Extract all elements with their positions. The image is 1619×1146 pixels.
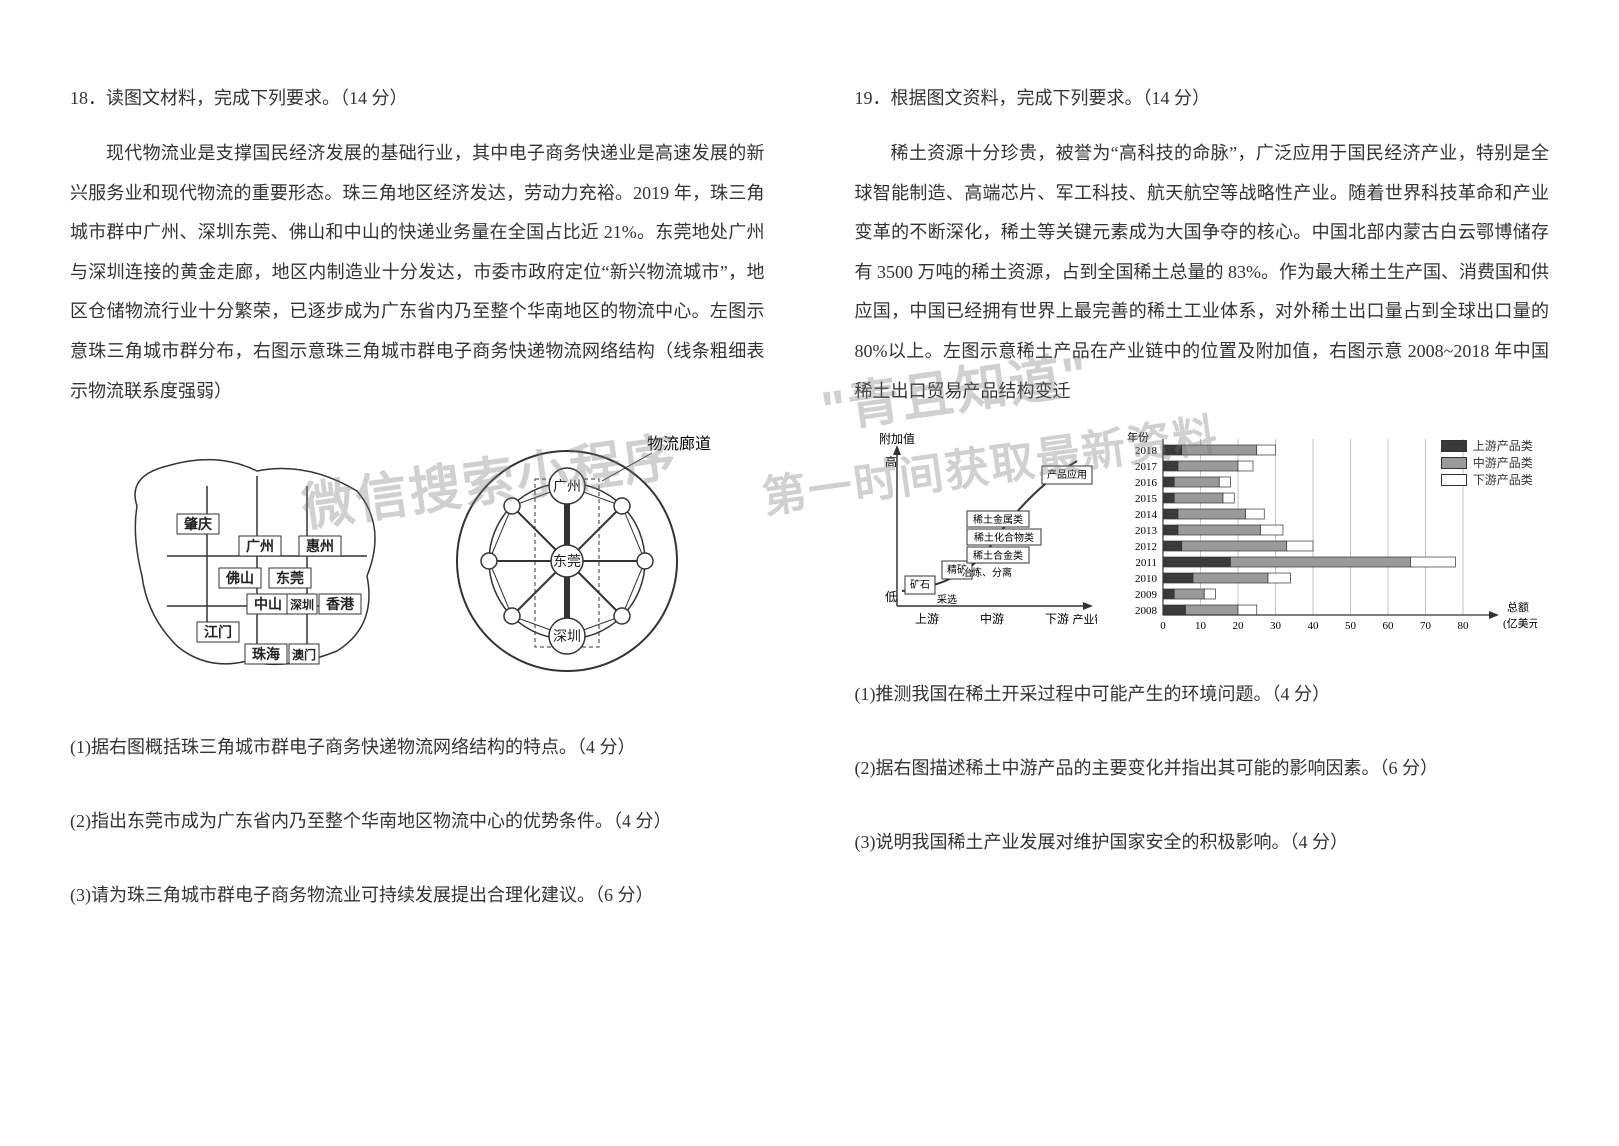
vc-ore: 矿石: [910, 578, 930, 591]
legend-downstream-label: 下游产品类: [1473, 471, 1533, 488]
vc-x-mid: 中游: [980, 611, 1004, 626]
vc-metal: 稀土金属类: [973, 513, 1023, 526]
vc-app: 产品应用: [1047, 468, 1087, 481]
vc-ylabel: 附加值: [879, 431, 915, 446]
logistics-network-diagram: 广州 东莞 深圳 物流廊道: [417, 431, 727, 691]
vc-compound: 稀土化合物类: [974, 531, 1034, 544]
question-18: 18．读图文材料，完成下列要求。（14 分） 现代物流业是支撑国民经济发展的基础…: [70, 80, 765, 913]
svg-text:2009: 2009: [1135, 589, 1158, 601]
svg-text:50: 50: [1345, 620, 1357, 632]
svg-text:2016: 2016: [1135, 477, 1158, 489]
q18-sub1: (1)据右图概括珠三角城市群电子商务快递物流网络结构的特点。（4 分）: [70, 729, 765, 765]
svg-text:60: 60: [1382, 620, 1394, 632]
svg-text:40: 40: [1307, 620, 1319, 632]
vc-alloy: 稀土合金类: [973, 549, 1023, 562]
q18-figures: 肇庆 广州 惠州 佛山 东莞 中山 深圳 香港 江门 珠海 澳门: [70, 431, 765, 691]
city-zhongshan: 中山: [254, 596, 282, 613]
legend-downstream: 下游产品类: [1441, 471, 1533, 488]
svg-text:10: 10: [1195, 620, 1207, 632]
city-xianggang: 香港: [325, 596, 355, 613]
legend-upstream-label: 上游产品类: [1473, 437, 1533, 454]
node-guangzhou: 广州: [553, 479, 581, 495]
corridor-label: 物流廊道: [647, 435, 711, 453]
city-zhaoqing: 肇庆: [184, 516, 212, 533]
city-aomen: 澳门: [292, 647, 316, 662]
svg-text:2008: 2008: [1135, 605, 1158, 617]
node-shenzhen: 深圳: [553, 629, 581, 645]
svg-text:总额: 总额: [1507, 600, 1529, 614]
value-chain-diagram: 附加值 高 低 矿石 精矿 稀土金属类 稀土化合物类 稀土合金类: [867, 431, 1097, 631]
q18-title: 18．读图文材料，完成下列要求。（14 分）: [70, 80, 765, 116]
q18-paragraph: 现代物流业是支撑国民经济发展的基础行业，其中电子商务快递业是高速发展的新兴服务业…: [70, 134, 765, 411]
vc-xlabel: 产业链: [1072, 612, 1097, 626]
chart-legend: 上游产品类 中游产品类 下游产品类: [1441, 437, 1533, 488]
city-dongguan: 东莞: [276, 570, 304, 587]
svg-text:2018: 2018: [1135, 445, 1158, 457]
svg-text:0: 0: [1160, 620, 1166, 632]
svg-text:2015: 2015: [1135, 493, 1158, 505]
city-shenzhen: 深圳: [290, 597, 314, 612]
vc-mining: 采选: [937, 593, 957, 606]
city-jiangmen: 江门: [204, 624, 232, 641]
vc-x-up: 上游: [915, 612, 939, 626]
q19-sub2: (2)据右图描述稀土中游产品的主要变化并指出其可能的影响因素。（6 分）: [855, 750, 1550, 786]
q18-sub3: (3)请为珠三角城市群电子商务物流业可持续发展提出合理化建议。（6 分）: [70, 877, 765, 913]
svg-text:年份: 年份: [1127, 431, 1149, 444]
exam-page: 18．读图文材料，完成下列要求。（14 分） 现代物流业是支撑国民经济发展的基础…: [0, 0, 1619, 953]
svg-text:2011: 2011: [1135, 557, 1157, 569]
q19-sub3: (3)说明我国稀土产业发展对维护国家安全的积极影响。（4 分）: [855, 824, 1550, 860]
q18-sub2: (2)指出东莞市成为广东省内乃至整个华南地区物流中心的优势条件。（4 分）: [70, 803, 765, 839]
vc-high: 高: [885, 454, 897, 469]
svg-text:30: 30: [1270, 620, 1282, 632]
vc-smelt: 冶炼、分离: [962, 566, 1012, 579]
city-huizhou: 惠州: [306, 538, 334, 555]
legend-midstream: 中游产品类: [1441, 454, 1533, 471]
svg-text:2012: 2012: [1135, 541, 1157, 553]
svg-text:70: 70: [1420, 620, 1432, 632]
export-chart-container: 年份 0 10 20 30 40 50 60 70 80 2018 2017 2016 2015 2014 2…: [1117, 431, 1537, 646]
svg-text:2014: 2014: [1135, 509, 1158, 521]
question-19: 19．根据图文资料，完成下列要求。（14 分） 稀土资源十分珍贵，被誉为“高科技…: [855, 80, 1550, 913]
city-guangzhou: 广州: [246, 538, 274, 555]
legend-midstream-label: 中游产品类: [1473, 454, 1533, 471]
vc-x-down: 下游: [1045, 612, 1069, 626]
prd-map: 肇庆 广州 惠州 佛山 东莞 中山 深圳 香港 江门 珠海 澳门: [107, 436, 397, 686]
q19-figures: 附加值 高 低 矿石 精矿 稀土金属类 稀土化合物类 稀土合金类: [855, 431, 1550, 646]
city-foshan: 佛山: [225, 570, 254, 587]
svg-text:20: 20: [1232, 620, 1244, 632]
svg-text:(亿美元): (亿美元): [1503, 617, 1537, 630]
svg-text:2017: 2017: [1135, 461, 1158, 473]
legend-upstream: 上游产品类: [1441, 437, 1533, 454]
vc-low: 低: [885, 590, 897, 604]
q19-sub1: (1)推测我国在稀土开采过程中可能产生的环境问题。（4 分）: [855, 676, 1550, 712]
node-dongguan: 东莞: [553, 554, 581, 570]
svg-text:2010: 2010: [1135, 573, 1158, 585]
q19-paragraph: 稀土资源十分珍贵，被誉为“高科技的命脉”，广泛应用于国民经济产业，特别是全球智能…: [855, 134, 1550, 411]
city-zhuhai: 珠海: [252, 646, 280, 663]
svg-text:2013: 2013: [1135, 525, 1158, 537]
svg-text:80: 80: [1457, 620, 1469, 632]
q19-title: 19．根据图文资料，完成下列要求。（14 分）: [855, 80, 1550, 116]
